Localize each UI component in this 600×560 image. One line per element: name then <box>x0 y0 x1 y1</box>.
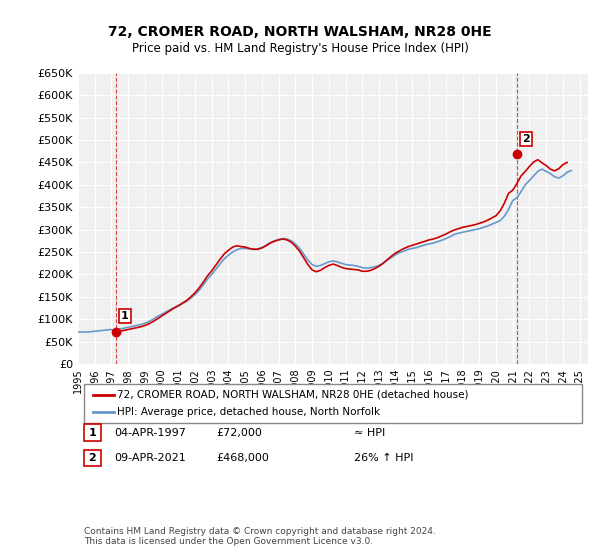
Text: 1: 1 <box>121 311 128 321</box>
Text: £468,000: £468,000 <box>216 453 269 463</box>
Text: Contains HM Land Registry data © Crown copyright and database right 2024.
This d: Contains HM Land Registry data © Crown c… <box>84 526 436 546</box>
Text: 26% ↑ HPI: 26% ↑ HPI <box>354 453 413 463</box>
Text: 72, CROMER ROAD, NORTH WALSHAM, NR28 0HE (detached house): 72, CROMER ROAD, NORTH WALSHAM, NR28 0HE… <box>117 390 469 400</box>
Text: 09-APR-2021: 09-APR-2021 <box>114 453 186 463</box>
Text: 2: 2 <box>89 453 96 463</box>
Text: 1: 1 <box>89 428 96 438</box>
Text: 04-APR-1997: 04-APR-1997 <box>114 428 186 438</box>
Text: HPI: Average price, detached house, North Norfolk: HPI: Average price, detached house, Nort… <box>117 407 380 417</box>
Text: ≈ HPI: ≈ HPI <box>354 428 385 438</box>
Text: 72, CROMER ROAD, NORTH WALSHAM, NR28 0HE: 72, CROMER ROAD, NORTH WALSHAM, NR28 0HE <box>108 25 492 39</box>
Text: 2: 2 <box>522 134 530 144</box>
Text: £72,000: £72,000 <box>216 428 262 438</box>
Text: Price paid vs. HM Land Registry's House Price Index (HPI): Price paid vs. HM Land Registry's House … <box>131 42 469 55</box>
